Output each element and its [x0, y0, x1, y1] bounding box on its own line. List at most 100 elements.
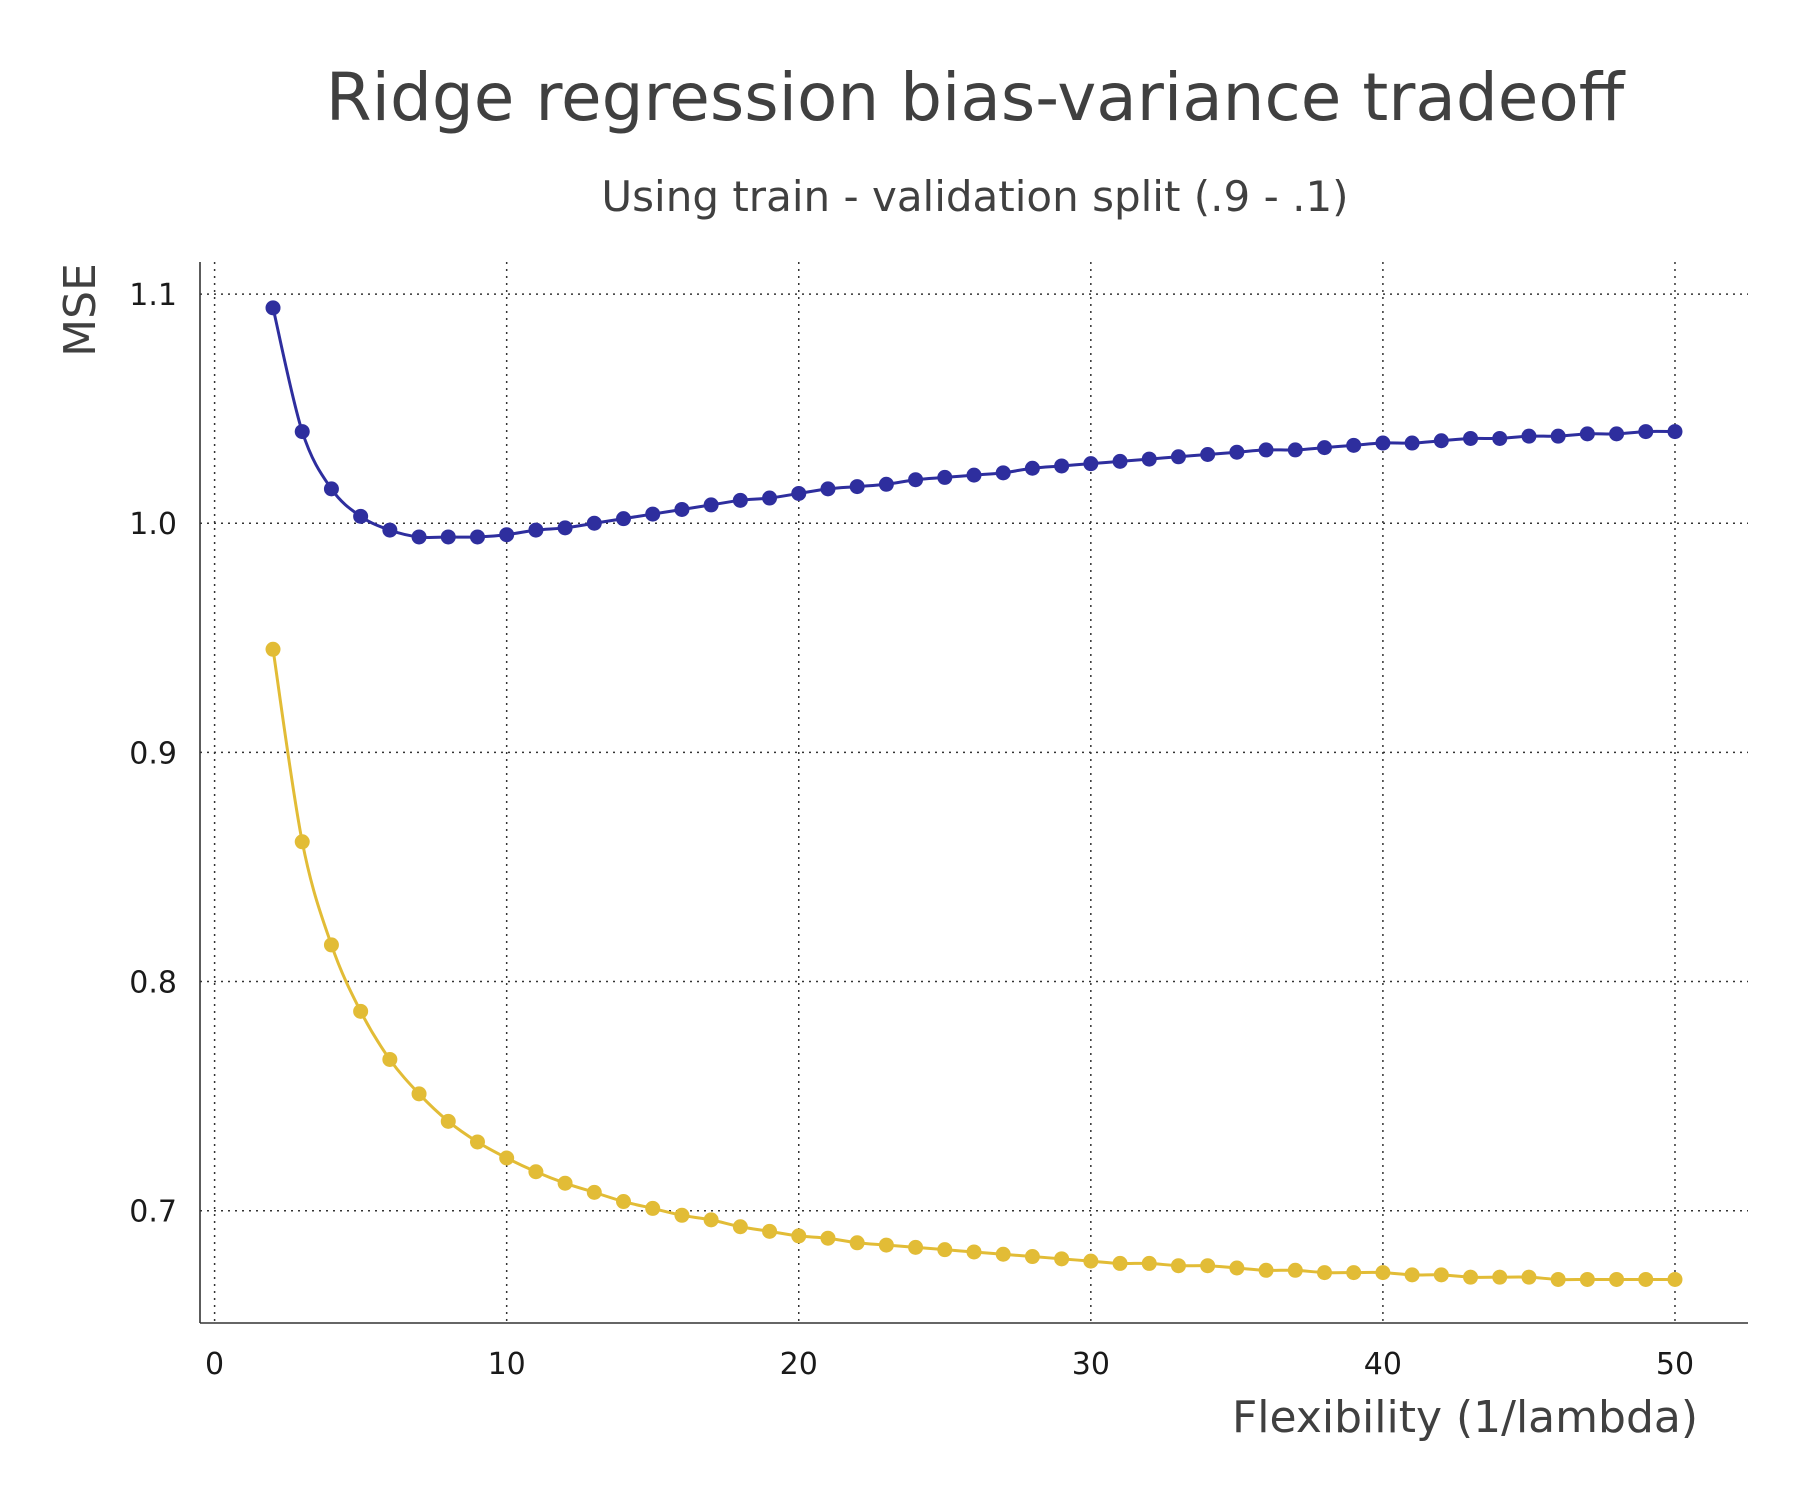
data-point: [995, 465, 1011, 481]
data-point: [1404, 1267, 1420, 1283]
data-point: [849, 479, 865, 495]
data-point: [1638, 424, 1654, 440]
data-point: [791, 1228, 807, 1244]
data-point: [878, 476, 894, 492]
data-point: [1258, 442, 1274, 458]
data-point: [1609, 426, 1625, 442]
data-point: [411, 1086, 427, 1102]
data-point: [995, 1246, 1011, 1262]
data-point: [1200, 446, 1216, 462]
data-point: [1141, 451, 1157, 467]
data-point: [586, 515, 602, 531]
data-point: [557, 1175, 573, 1191]
data-point: [499, 527, 515, 543]
data-point: [323, 481, 339, 497]
data-point: [1346, 1265, 1362, 1281]
data-point: [1667, 1271, 1683, 1287]
data-point: [528, 522, 544, 538]
data-point: [820, 481, 836, 497]
data-point: [616, 1194, 632, 1210]
data-point: [908, 472, 924, 488]
data-point: [1550, 428, 1566, 444]
y-tick-label: 0.8: [129, 966, 177, 1001]
data-point: [645, 506, 661, 522]
data-point: [937, 469, 953, 485]
series-1: [265, 300, 1683, 545]
data-point: [878, 1237, 894, 1253]
data-point: [966, 1244, 982, 1260]
data-point: [1492, 1269, 1508, 1285]
data-point: [1521, 428, 1537, 444]
data-point: [440, 529, 456, 545]
data-point: [1433, 433, 1449, 449]
data-point: [732, 1219, 748, 1235]
grid: [200, 262, 1748, 1323]
data-point: [382, 1051, 398, 1067]
data-point: [1375, 435, 1391, 451]
data-point: [1579, 426, 1595, 442]
data-point: [1375, 1265, 1391, 1281]
data-point: [1550, 1271, 1566, 1287]
x-tick-label: 10: [488, 1347, 526, 1382]
data-point: [762, 490, 778, 506]
series-line: [271, 307, 1675, 539]
data-point: [674, 1207, 690, 1223]
data-point: [1112, 1255, 1128, 1271]
data-point: [1229, 1260, 1245, 1276]
data-point: [1316, 440, 1332, 456]
data-point: [1433, 1267, 1449, 1283]
data-point: [1463, 1269, 1479, 1285]
data-point: [265, 300, 281, 316]
data-point: [1609, 1271, 1625, 1287]
x-tick-label: 30: [1072, 1347, 1110, 1382]
data-point: [732, 492, 748, 508]
series-line: [271, 649, 1675, 1282]
x-tick-label: 40: [1364, 1347, 1402, 1382]
data-point: [1287, 442, 1303, 458]
data-point: [1492, 430, 1508, 446]
data-point: [1083, 456, 1099, 472]
data-point: [674, 501, 690, 517]
data-point: [703, 497, 719, 513]
x-axis-label: Flexibility (1/lambda): [1232, 1392, 1698, 1443]
data-point: [469, 529, 485, 545]
data-point: [1112, 453, 1128, 469]
data-point: [353, 1003, 369, 1019]
x-tick-label: 20: [780, 1347, 818, 1382]
data-point: [440, 1113, 456, 1129]
data-point: [1170, 449, 1186, 465]
data-point: [294, 424, 310, 440]
y-axis-label: MSE: [55, 263, 106, 357]
data-point: [586, 1184, 602, 1200]
data-point: [762, 1223, 778, 1239]
data-point: [469, 1134, 485, 1150]
data-point: [849, 1235, 865, 1251]
data-point: [1083, 1253, 1099, 1269]
data-point: [323, 937, 339, 953]
x-tick-label: 0: [205, 1347, 224, 1382]
y-tick-label: 1.0: [129, 507, 177, 542]
series-2: [265, 641, 1683, 1287]
data-point: [499, 1150, 515, 1166]
y-tick-labels: 0.7 0.8 0.9 1.0 1.1: [129, 278, 177, 1230]
y-tick-label: 0.9: [129, 736, 177, 771]
y-tick-label: 0.7: [129, 1195, 177, 1230]
data-point: [1024, 1249, 1040, 1265]
data-point: [1229, 444, 1245, 460]
data-point: [966, 467, 982, 483]
data-point: [1316, 1265, 1332, 1281]
data-point: [1141, 1255, 1157, 1271]
data-point: [703, 1212, 719, 1228]
data-point: [1521, 1269, 1537, 1285]
data-point: [1463, 430, 1479, 446]
data-point: [1170, 1258, 1186, 1274]
data-point: [616, 511, 632, 527]
data-point: [265, 641, 281, 657]
data-point: [411, 529, 427, 545]
y-tick-label: 1.1: [129, 278, 177, 313]
data-point: [1404, 435, 1420, 451]
data-point: [1200, 1258, 1216, 1274]
chart-subtitle: Using train - validation split (.9 - .1): [601, 172, 1348, 221]
data-point: [557, 520, 573, 536]
